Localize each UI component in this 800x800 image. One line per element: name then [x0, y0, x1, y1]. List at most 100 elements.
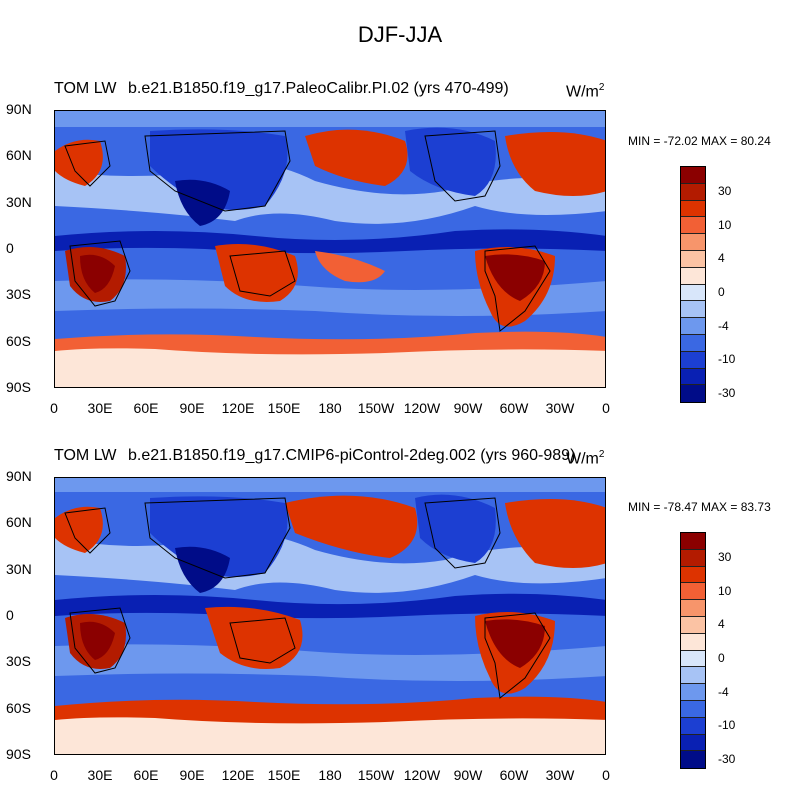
- colorbar-label: 4: [718, 251, 725, 266]
- colorbar-label: -30: [718, 385, 736, 400]
- colorbar-swatch: [681, 549, 705, 567]
- panel-1-lat-tick-label: 90S: [6, 379, 31, 395]
- panel-2-variable-label: TOM LW: [54, 447, 117, 464]
- colorbar-swatch: [681, 318, 705, 335]
- australia-warm: [205, 606, 303, 669]
- southern-band: [55, 644, 605, 681]
- panel-2-lat-tick-label: 30S: [6, 653, 31, 670]
- units-exponent: 2: [598, 449, 605, 460]
- colorbar-label: -10: [718, 352, 736, 367]
- panel-1-lat-tick-label: 60N: [6, 147, 32, 164]
- panel-1-map-field: [55, 111, 605, 387]
- panel-2-map: [54, 477, 606, 755]
- panel-1-lon-tick-label: 30E: [87, 400, 113, 416]
- africa-core: [80, 254, 115, 293]
- colorbar-swatch: [681, 717, 705, 735]
- south-america-core: [485, 619, 545, 668]
- panel-1-lon-tick-label: 150E: [267, 400, 301, 416]
- panel-2-lat-tick-label: 90N: [6, 468, 32, 484]
- colorbar-label: -4: [718, 684, 729, 699]
- itcz-band: [55, 229, 605, 254]
- north-america-cold: [415, 494, 496, 563]
- panel-1-lon-tick-label: 60W: [499, 400, 529, 416]
- panel-1-lon-tick-label: 90W: [453, 400, 483, 416]
- panel-1-lon-tick-label: 0: [50, 400, 58, 416]
- colorbar-label: 0: [718, 285, 725, 299]
- australia-warm: [215, 243, 298, 302]
- panel-1-lon-tick-label: 30W: [545, 400, 575, 416]
- panel-1-lon-tick-label: 60E: [133, 400, 159, 416]
- panel-2-units: W/m2: [566, 449, 604, 468]
- units-text: W/m: [566, 83, 599, 101]
- panel-1-lon-tick-label: 120E: [221, 400, 255, 416]
- panel-2-lon-tick-label: 90E: [179, 767, 205, 783]
- panel-2-lon-tick-label: 150E: [267, 767, 301, 783]
- colorbar-swatch: [681, 234, 705, 251]
- colorbar-swatch: [681, 183, 705, 201]
- colorbar-swatch: [681, 334, 705, 352]
- colorbar-swatch: [681, 751, 705, 769]
- tibet-cold: [175, 546, 230, 593]
- colorbar-swatch: [681, 267, 705, 285]
- panel-2-colorbar: [680, 532, 706, 770]
- panel-2-lon-tick-label: 0: [602, 767, 610, 783]
- panel-2-lat-tick-label: 90S: [6, 746, 31, 762]
- arctic-band: [55, 111, 605, 127]
- colorbar-swatch: [681, 250, 705, 268]
- panel-2-lon-tick-label: 150W: [357, 767, 395, 783]
- figure-title: DJF-JJA: [357, 22, 443, 47]
- panel-2-lon-tick-label: 30E: [87, 767, 113, 783]
- colorbar-swatch: [681, 200, 705, 218]
- arctic-band: [55, 478, 605, 492]
- panel-2-lon-tick-label: 120W: [403, 767, 441, 783]
- colorbar-swatch: [681, 583, 705, 601]
- panel-1-colorbar: [680, 166, 706, 404]
- panel-2-case-label: b.e21.B1850.f19_g17.CMIP6-piControl-2deg…: [128, 447, 576, 464]
- panel-2-lat-tick-label: 60N: [6, 514, 32, 531]
- coastlines: [64, 130, 551, 332]
- panel-2-lon-tick-label: 120E: [221, 767, 255, 783]
- colorbar-swatch: [681, 217, 705, 235]
- colorbar-swatch: [681, 633, 705, 651]
- coastlines: [64, 497, 551, 699]
- colorbar-label: -4: [718, 318, 729, 333]
- colorbar-label: -30: [718, 751, 736, 766]
- colorbar-swatch: [681, 368, 705, 386]
- panel-2-lat-tick-label: 30N: [6, 560, 32, 577]
- colorbar-label: 10: [718, 217, 732, 232]
- panel-2-map-field: [55, 478, 605, 754]
- panel-2-lon-tick-label: 90W: [453, 767, 483, 783]
- panel-1-lat-tick-label: 0: [6, 240, 14, 256]
- southern-band: [55, 279, 605, 316]
- panel-2-lat-tick-label: 60S: [6, 699, 31, 716]
- units-exponent: 2: [598, 82, 605, 93]
- colorbar-label: 30: [718, 550, 732, 565]
- colorbar-label: 10: [718, 583, 732, 598]
- colorbar-swatch: [681, 616, 705, 634]
- panel-1-lat-tick-label: 60S: [6, 332, 31, 349]
- north-pacific-warm: [285, 495, 418, 558]
- north-atlantic-warm: [505, 132, 605, 196]
- colorbar-label: 4: [718, 617, 725, 632]
- panel-1-lon-tick-label: 120W: [403, 400, 441, 416]
- panel-2-lon-tick-label: 60E: [133, 767, 159, 783]
- panel-1-lon-tick-label: 0: [602, 400, 610, 416]
- colorbar-swatch: [681, 650, 705, 668]
- panel-2-lat-tick-label: 0: [6, 607, 14, 623]
- panel-2-lon-tick-label: 0: [50, 767, 58, 783]
- colorbar-swatch: [681, 667, 705, 685]
- itcz-band: [55, 593, 605, 619]
- panel-1-map: [54, 110, 606, 388]
- africa-core: [80, 621, 115, 660]
- colorbar-swatch: [681, 385, 705, 403]
- colorbar-label: 0: [718, 651, 725, 665]
- panel-1-variable-label: TOM LW: [54, 80, 117, 97]
- south-pacific-warm: [315, 251, 385, 283]
- panel-2-min-max: MIN = -78.47 MAX = 83.73: [628, 500, 771, 514]
- panel-1-min-max: MIN = -72.02 MAX = 80.24: [628, 134, 771, 148]
- tibet-cold: [175, 179, 230, 226]
- colorbar-swatch: [681, 700, 705, 718]
- panel-1-units: W/m2: [566, 82, 604, 101]
- panel-2-lon-tick-label: 60W: [499, 767, 529, 783]
- colorbar-swatch: [681, 734, 705, 752]
